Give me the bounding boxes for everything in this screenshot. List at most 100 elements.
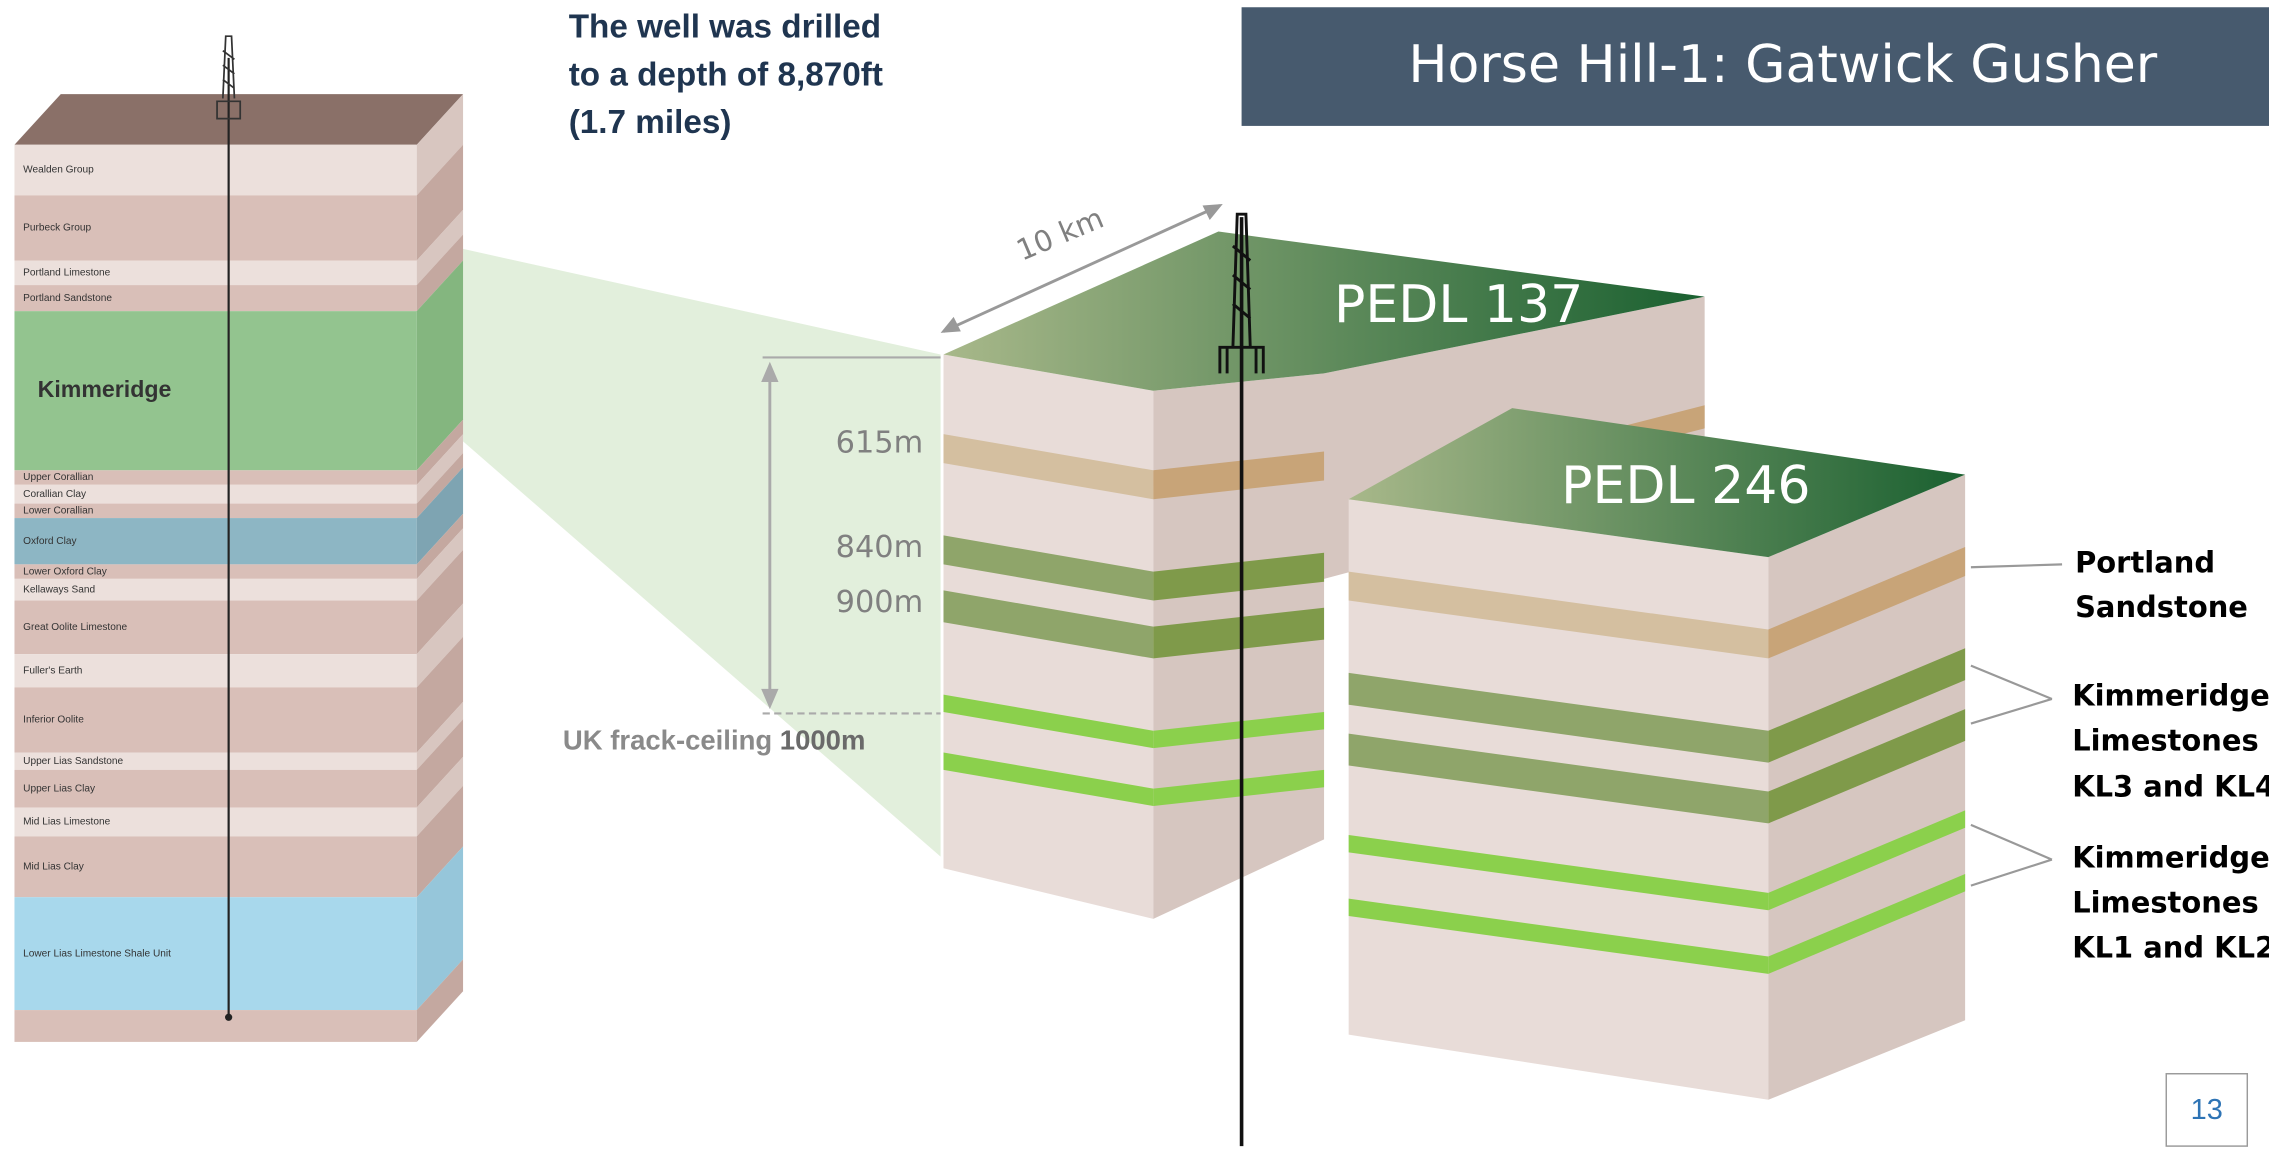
- leader: [1970, 563, 2063, 569]
- stratum: [1153, 711, 1325, 749]
- layer-side: [416, 144, 464, 261]
- legend-line: KL3 and KL4: [2072, 770, 2269, 804]
- legend-line: Limestones: [2072, 885, 2259, 919]
- layer: [14, 769, 417, 808]
- layer: [14, 1010, 417, 1042]
- layer-label: Portland Limestone: [23, 267, 110, 278]
- dim-arrow: [942, 204, 1221, 333]
- layer-side: [416, 528, 464, 601]
- stratum: [1153, 607, 1325, 659]
- layer-side: [416, 603, 464, 688]
- layer-side: [416, 260, 464, 471]
- layer: [14, 260, 417, 286]
- layer: [14, 600, 417, 655]
- rig: [216, 35, 242, 120]
- ceiling-text: UK frack-ceiling: [563, 725, 772, 756]
- legend-line: Kimmeridge: [2072, 679, 2269, 713]
- layer-label: Mid Lias Limestone: [23, 817, 110, 828]
- layer-label: Kellaways Sand: [23, 584, 95, 595]
- leader: [1970, 823, 2053, 861]
- leader: [1970, 858, 2053, 887]
- block-top: [1348, 408, 1966, 558]
- layer: [14, 654, 417, 688]
- rig: [1218, 212, 1265, 374]
- layer-side: [416, 846, 464, 1011]
- layer: [14, 195, 417, 261]
- licence: PEDL 137: [1334, 275, 1583, 335]
- layer: [14, 470, 417, 485]
- layer: [14, 564, 417, 579]
- width-label: 10 km: [1011, 201, 1108, 268]
- layer: [14, 144, 417, 196]
- layer-side: [416, 452, 464, 519]
- layer-label: Upper Lias Sandstone: [23, 756, 123, 767]
- layer: [14, 752, 417, 770]
- stratum: [1153, 552, 1325, 601]
- layer: [14, 578, 417, 601]
- block-diagram: [761, 204, 2063, 1147]
- stratum: [1348, 672, 1769, 763]
- layer-label: Upper Lias Clay: [23, 783, 96, 794]
- note-line: to a depth of 8,870ft: [569, 57, 883, 94]
- layer-side: [416, 636, 464, 753]
- stratum: [1153, 769, 1325, 807]
- title: Horse Hill-1: Gatwick Gusher: [1408, 35, 2157, 95]
- leader: [1970, 697, 2053, 725]
- legend-line: KL1 and KL2: [2072, 930, 2269, 964]
- depth-label: 900m: [836, 585, 924, 620]
- layer-label: Wealden Group: [23, 165, 94, 176]
- legend-line: Limestones: [2072, 723, 2259, 757]
- layer-side: [416, 719, 464, 808]
- legend-line: Sandstone: [2075, 590, 2248, 624]
- legend-line: Portland: [2075, 545, 2215, 579]
- layer-label: Portland Sandstone: [23, 293, 112, 304]
- legend-line: Kimmeridge: [2072, 841, 2269, 875]
- layer-side: [416, 434, 464, 504]
- stratum: [943, 434, 1154, 500]
- stratum: [1768, 874, 1966, 974]
- layer-side: [416, 513, 464, 579]
- layer-side: [416, 94, 464, 196]
- note-line: The well was drilled: [569, 9, 881, 46]
- layer: [14, 311, 417, 471]
- layer: [14, 503, 417, 519]
- stratum: [943, 752, 1154, 807]
- stratum: [1348, 898, 1769, 974]
- ceiling-depth: 1000m: [780, 725, 866, 756]
- layer: [14, 484, 417, 504]
- block-top: [943, 231, 1705, 391]
- stratum: [1768, 547, 1966, 659]
- layer: [14, 897, 417, 1011]
- layer-label: Mid Lias Clay: [23, 861, 85, 872]
- layer-side: [416, 549, 464, 655]
- depth-labels: 615m 840m 900m 10 km: [836, 201, 1109, 620]
- layer: [14, 807, 417, 837]
- layer-side: [416, 785, 464, 898]
- frack-ceiling: UK frack-ceiling 1000m: [563, 725, 865, 756]
- layer-side: [416, 419, 464, 485]
- layer-label: Lower Corallian: [23, 506, 93, 517]
- page-number: 13: [2191, 1094, 2223, 1126]
- layer: [14, 687, 417, 753]
- depth-label: 615m: [836, 426, 924, 461]
- projection: [463, 248, 941, 857]
- layer: [14, 285, 417, 312]
- stratum: [943, 694, 1154, 749]
- layer-side: [416, 756, 464, 837]
- stratum: [943, 590, 1154, 659]
- stratum: [1348, 571, 1769, 659]
- title-bar: [1241, 7, 2269, 126]
- layer-label: Lower Oxford Clay: [23, 566, 108, 577]
- layer-side: [416, 959, 464, 1042]
- stratum: [1768, 709, 1966, 824]
- layer-label: Inferior Oolite: [23, 715, 84, 726]
- layer-label: Great Oolite Limestone: [23, 622, 127, 633]
- layer-label: Lower Lias Limestone Shale Unit: [23, 948, 171, 959]
- layer-label: Oxford Clay: [23, 536, 77, 547]
- layer: [14, 836, 417, 898]
- leader: [1970, 664, 2053, 700]
- stratum: [1768, 810, 1966, 911]
- layer-label: Corallian Clay: [23, 489, 87, 500]
- layer: [14, 518, 417, 565]
